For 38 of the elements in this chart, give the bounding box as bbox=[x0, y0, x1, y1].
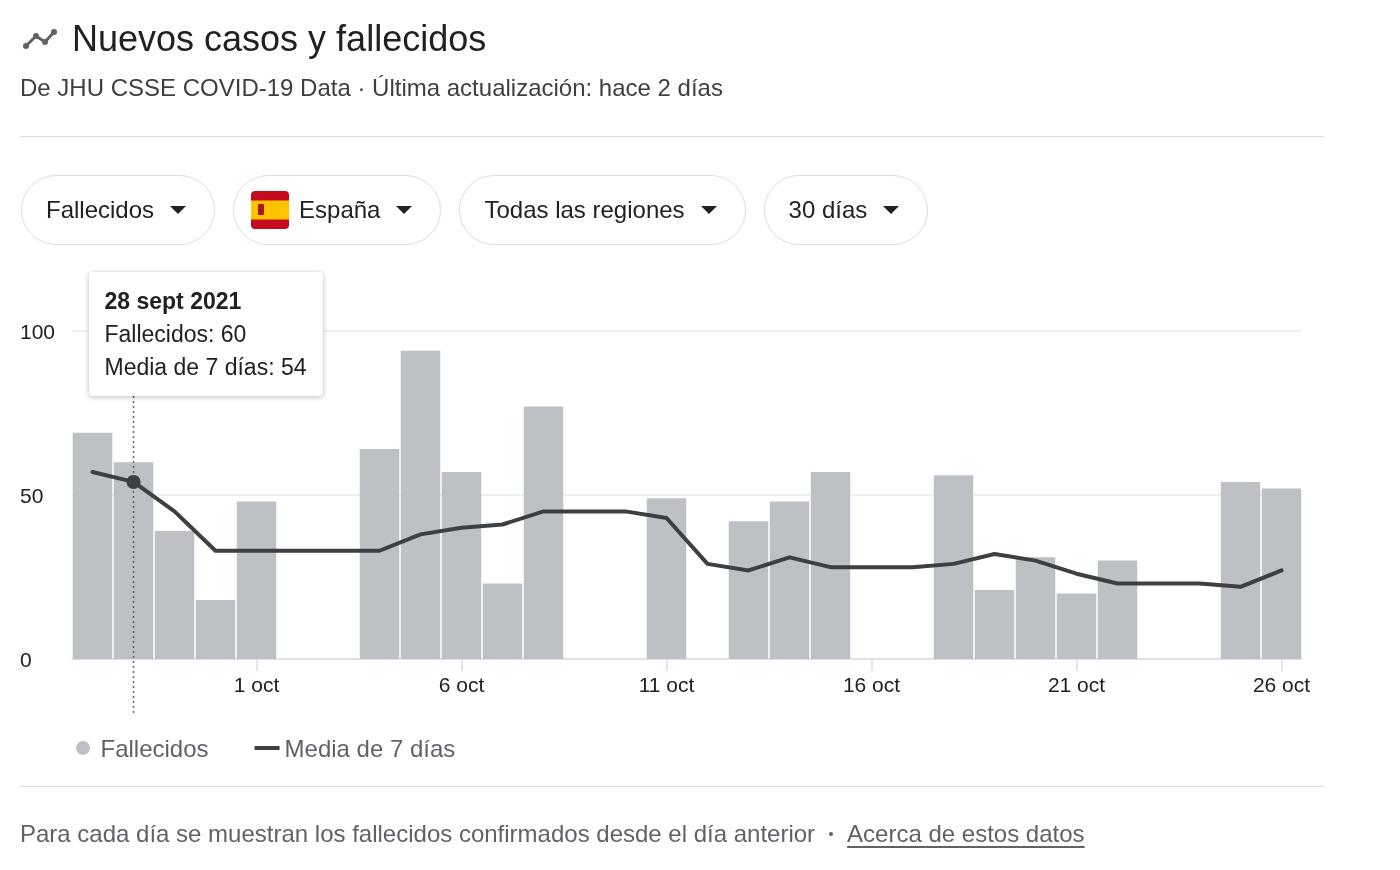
legend-label: Media de 7 días bbox=[284, 734, 456, 762]
bar bbox=[482, 583, 523, 659]
bar bbox=[1056, 593, 1097, 659]
bar bbox=[72, 432, 113, 659]
bar bbox=[154, 531, 195, 659]
bar bbox=[1097, 560, 1138, 659]
bar bbox=[113, 462, 154, 659]
bar bbox=[1015, 557, 1056, 659]
legend-label: Fallecidos bbox=[100, 734, 209, 762]
text: Acerca de estos datos bbox=[847, 819, 1085, 849]
bar bbox=[359, 449, 400, 659]
bar bbox=[728, 521, 769, 659]
bar bbox=[195, 599, 236, 659]
y-tick-label: 100 bbox=[20, 319, 56, 343]
chart-title: Nuevos casos y fallecidos bbox=[72, 18, 487, 60]
y-tick-label: 50 bbox=[20, 483, 44, 507]
bar bbox=[441, 472, 482, 659]
x-tick-label: 21 oct bbox=[1047, 673, 1106, 696]
text: Para cada día se muestran los fallecidos confirmados desde el día anterior bbox=[20, 819, 816, 849]
bar bbox=[810, 472, 851, 659]
chart-subtitle: De JHU CSSE COVID-19 Data · Última actualización: hace 2 días bbox=[20, 73, 723, 103]
y-tick-label: 0 bbox=[20, 647, 32, 671]
bar bbox=[1220, 481, 1261, 659]
bar bbox=[933, 475, 974, 659]
line-series bbox=[90, 470, 1284, 589]
x-tick-label: 1 oct bbox=[233, 673, 280, 696]
annotation: 28 sept 2021 Fallecidos: 60 Media de 7 días: 54 bbox=[104, 287, 307, 382]
bar bbox=[523, 406, 564, 659]
x-tick-label: 16 oct bbox=[842, 673, 901, 696]
bar bbox=[646, 498, 687, 659]
bar bbox=[974, 590, 1015, 659]
bar bbox=[400, 350, 441, 659]
x-tick-label: 26 oct bbox=[1252, 673, 1311, 696]
bar bbox=[236, 501, 277, 659]
bar bbox=[1261, 488, 1302, 659]
x-tick-label: 11 oct bbox=[638, 673, 695, 696]
x-tick-label: 6 oct bbox=[438, 673, 485, 696]
bar bbox=[769, 501, 810, 659]
